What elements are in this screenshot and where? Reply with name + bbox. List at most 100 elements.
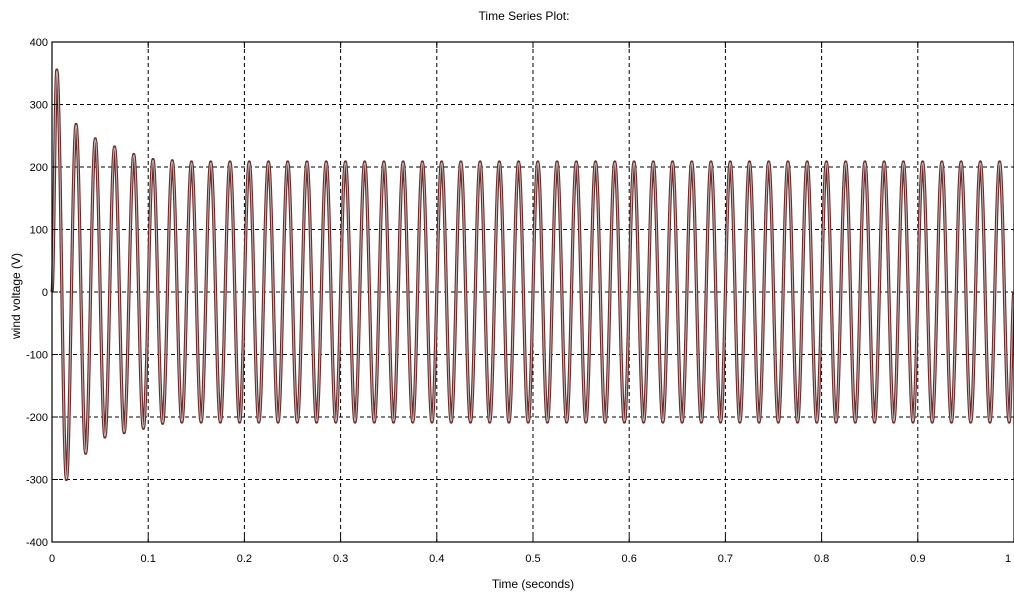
series-point [883, 161, 885, 163]
series-point [123, 432, 125, 434]
series-point [306, 161, 308, 163]
series-point [623, 421, 625, 423]
series-point [902, 161, 904, 163]
series-point [585, 421, 587, 423]
series-point [796, 421, 799, 423]
series-point [873, 421, 876, 423]
tick-layer: 0 0.1 0.2 0.3 0.4 0.5 0.6 0.7 0.8 0.9 1 -400 -300 -20… [26, 37, 1014, 565]
x-tick-label: 1 [1005, 553, 1011, 565]
series-point [845, 161, 847, 163]
series-point [816, 421, 818, 423]
y-tick-label: 0 [42, 287, 48, 299]
series-point [1008, 421, 1010, 423]
series-point [296, 421, 298, 423]
x-axis-label: Time (seconds) [492, 577, 574, 591]
series-point [267, 161, 270, 163]
series-point [277, 421, 279, 423]
series-point [710, 161, 712, 163]
series-point [537, 161, 539, 163]
series-point [344, 161, 347, 163]
series-point [94, 138, 96, 140]
series-point [469, 421, 472, 423]
series-point [421, 161, 423, 163]
x-tick-label: 0.6 [622, 553, 637, 565]
x-tick-label: 0.1 [141, 553, 156, 565]
series-point [431, 421, 433, 423]
series-point [479, 161, 481, 163]
y-axis-label: wind voltage (V) [9, 253, 23, 340]
series-point [556, 161, 558, 163]
series-point [248, 161, 250, 163]
series-point [681, 421, 683, 423]
series-point [460, 161, 462, 163]
series-point [970, 421, 972, 423]
series-point [989, 421, 991, 423]
chart-title: Time Series Plot: [479, 9, 570, 23]
series-point [133, 153, 135, 156]
series-point [575, 161, 577, 163]
x-tick-label: 0.2 [237, 553, 252, 565]
grid-layer [52, 42, 1014, 542]
series-point [364, 161, 366, 163]
series-point [729, 161, 731, 163]
series-point [142, 427, 144, 429]
series-point [633, 161, 635, 163]
series-point [941, 161, 943, 163]
series-line-highlight [51, 69, 1014, 480]
series-point [210, 161, 212, 163]
series-point [700, 421, 702, 423]
y-tick-label: 100 [30, 225, 48, 237]
series-point [671, 161, 674, 163]
series-point [229, 161, 231, 163]
series-point [614, 161, 616, 163]
series-point [75, 123, 77, 126]
series-point [719, 421, 722, 423]
series-point [864, 161, 866, 163]
series-point [181, 421, 183, 423]
series-point [354, 421, 356, 423]
series-point [758, 421, 760, 423]
series-point [691, 161, 693, 163]
series-point [825, 161, 828, 163]
series-point [104, 436, 106, 438]
x-tick-label: 0 [49, 553, 55, 565]
series-point [392, 421, 395, 423]
series-point [768, 161, 770, 163]
series-point [748, 161, 751, 163]
series-point [566, 421, 568, 423]
series-point [508, 421, 510, 423]
series-point [643, 421, 645, 423]
series-point [960, 161, 962, 163]
series-point [287, 161, 289, 163]
series-point [325, 161, 327, 163]
series-point [594, 161, 597, 163]
series-point [662, 421, 664, 423]
series-point [950, 421, 953, 423]
series-point [517, 161, 520, 163]
series-point [412, 421, 414, 423]
series-point [739, 421, 741, 423]
series-point [652, 161, 654, 163]
y-tick-label: -100 [26, 350, 48, 362]
series-point [219, 421, 221, 423]
series-point [777, 421, 779, 423]
series-point [604, 421, 606, 423]
x-tick-label: 0.5 [525, 553, 540, 565]
series-point [65, 478, 68, 481]
series-point [450, 421, 452, 423]
series-point [162, 422, 164, 424]
series-point [441, 161, 443, 163]
series-point [546, 421, 549, 423]
series-point [806, 161, 808, 163]
series-point [979, 161, 981, 163]
series-point [56, 69, 58, 71]
series-point [152, 158, 154, 161]
y-tick-label: -300 [26, 475, 48, 487]
series-point [998, 161, 1001, 163]
y-tick-label: 300 [30, 100, 48, 112]
series-point [489, 421, 491, 423]
x-tick-label: 0.8 [814, 553, 829, 565]
y-tick-label: -200 [26, 412, 48, 424]
